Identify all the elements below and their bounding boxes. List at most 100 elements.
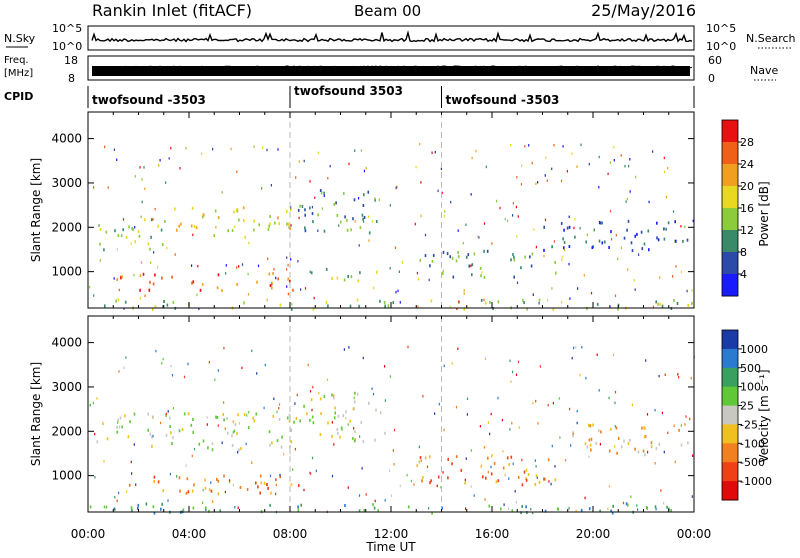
heatmap-cell: [134, 175, 136, 178]
heatmap-cell: [489, 300, 491, 304]
heatmap-cell: [584, 442, 587, 446]
heatmap-cell: [383, 301, 386, 304]
heatmap-cell: [140, 261, 143, 264]
heatmap-cell: [292, 288, 294, 292]
colorbar-swatch: [722, 274, 738, 297]
heatmap-cell: [447, 476, 449, 480]
heatmap-cell: [674, 460, 676, 464]
heatmap-cell: [236, 432, 238, 436]
heatmap-cell: [585, 240, 587, 244]
heatmap-cell: [372, 392, 375, 396]
velocity-panel: 1000 2000 3000 4000 00:00 04:00 08:00 12:00 16:0…: [29, 315, 711, 554]
heatmap-cell: [133, 273, 135, 277]
heatmap-cell: [327, 177, 329, 180]
heatmap-cell: [520, 183, 523, 186]
heatmap-cell: [643, 242, 646, 246]
heatmap-cell: [133, 443, 135, 446]
heatmap-cell: [159, 159, 161, 162]
heatmap-cell: [318, 391, 320, 395]
heatmap-cell: [421, 479, 423, 482]
heatmap-cell: [680, 424, 682, 427]
colorbar-swatch: [722, 348, 738, 369]
heatmap-cell: [465, 223, 467, 226]
heatmap-cell: [394, 246, 397, 249]
heatmap-cell: [438, 402, 440, 406]
heatmap-cell: [645, 506, 648, 509]
heatmap-cell: [643, 426, 645, 430]
heatmap-cell: [234, 505, 236, 509]
heatmap-cell: [297, 260, 299, 263]
heatmap-cell: [353, 396, 355, 400]
heatmap-cell: [513, 258, 516, 262]
heatmap-cell: [483, 222, 486, 225]
heatmap-cell: [286, 268, 288, 271]
heatmap-cell: [508, 477, 510, 480]
heatmap-cell: [626, 228, 628, 232]
heatmap-cell: [610, 230, 612, 234]
heatmap-cell: [157, 224, 159, 228]
heatmap-cell: [291, 302, 293, 306]
heatmap-cell: [242, 219, 245, 222]
heatmap-cell: [666, 505, 668, 509]
heatmap-cell: [511, 421, 513, 425]
heatmap-cell: [424, 254, 427, 258]
heatmap-cell: [625, 200, 627, 203]
heatmap-cell: [264, 363, 266, 367]
heatmap-cell: [634, 447, 636, 451]
heatmap-cell: [311, 408, 313, 412]
heatmap-cell: [564, 248, 566, 252]
heatmap-cell: [344, 504, 346, 507]
heatmap-cell: [588, 455, 590, 459]
heatmap-cell: [297, 208, 300, 212]
heatmap-cell: [133, 412, 136, 416]
freq-tick-top: 18: [64, 54, 78, 67]
heatmap-cell: [120, 276, 122, 280]
heatmap-cell: [586, 233, 588, 237]
heatmap-cell: [304, 208, 306, 212]
heatmap-cell: [359, 226, 362, 230]
heatmap-cell: [223, 418, 225, 422]
heatmap-cell: [269, 215, 271, 218]
heatmap-cell: [290, 206, 292, 209]
heatmap-cell: [257, 485, 259, 489]
heatmap-cell: [303, 488, 305, 492]
colorbar-tick-label: -1000: [740, 475, 772, 488]
heatmap-cell: [515, 373, 518, 376]
heatmap-cell: [643, 435, 646, 439]
heatmap-cell: [354, 149, 356, 152]
heatmap-cell: [232, 483, 234, 487]
heatmap-cell: [657, 238, 660, 242]
heatmap-cell: [575, 346, 577, 349]
heatmap-cell: [548, 480, 550, 483]
heatmap-cell: [147, 242, 150, 246]
heatmap-cell: [294, 402, 296, 405]
heatmap-cell: [139, 166, 141, 169]
heatmap-cell: [309, 206, 311, 210]
power-marks: [89, 142, 694, 311]
heatmap-cell: [562, 145, 564, 148]
heatmap-cell: [502, 450, 504, 453]
heatmap-cell: [471, 156, 473, 160]
heatmap-cell: [260, 481, 263, 485]
heatmap-cell: [428, 507, 430, 510]
heatmap-cell: [267, 257, 269, 260]
heatmap-cell: [392, 301, 395, 305]
heatmap-cell: [674, 220, 676, 224]
heatmap-cell: [104, 145, 106, 149]
heatmap-cell: [208, 488, 211, 492]
heatmap-cell: [551, 444, 553, 448]
heatmap-cell: [277, 277, 279, 281]
heatmap-cell: [510, 143, 512, 147]
heatmap-cell: [331, 434, 333, 438]
heatmap-cell: [458, 300, 460, 303]
heatmap-cell: [667, 221, 670, 225]
colorbar-swatch: [722, 186, 738, 209]
heatmap-cell: [338, 224, 340, 227]
heatmap-cell: [206, 416, 208, 419]
heatmap-cell: [270, 491, 272, 495]
heatmap-cell: [556, 507, 559, 511]
heatmap-cell: [687, 303, 689, 307]
heatmap-cell: [658, 442, 661, 446]
heatmap-cell: [387, 304, 390, 308]
heatmap-cell: [686, 238, 689, 242]
